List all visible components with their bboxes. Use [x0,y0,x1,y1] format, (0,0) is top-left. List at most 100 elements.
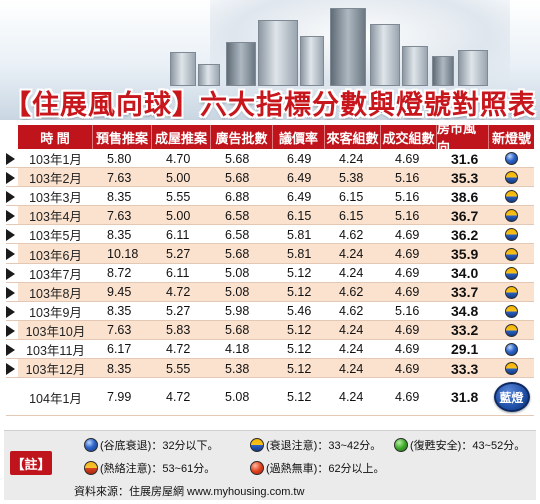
table-row: 103年12月 8.35 5.55 5.38 5.12 4.24 4.69 33.3 [6,359,534,379]
cell-ads: 5.08 [225,266,250,281]
cell-bargain: 6.49 [287,189,312,204]
row-divider [6,300,534,302]
cell-time: 103年10月 [25,324,86,339]
row-marker [6,305,15,318]
table-row: 103年6月 10.18 5.27 5.68 5.81 4.24 4.69 35.9 [6,244,534,264]
building [402,46,428,86]
cell-time: 103年5月 [29,229,82,244]
cell-signal: 藍燈 [489,378,534,416]
cell-bargain: 6.15 [287,208,312,223]
header-deals: 成交組數 [381,125,437,149]
cell-trend: 33.7 [451,284,479,301]
cell-visitors: 4.62 [339,285,364,300]
yellow-blue-light-icon [505,266,518,280]
cell-bargain: 5.12 [287,390,312,405]
cell-time: 103年6月 [29,248,82,263]
cell-bargain: 5.12 [287,361,312,376]
cell-trend: 29.1 [451,341,479,358]
cell-trend: 36.7 [451,207,479,224]
legend-label: (過熱無車)：62分以上。 [266,463,385,475]
cell-signal [489,225,534,244]
table-row: 104年1月 7.99 4.72 5.08 5.12 4.24 4.69 31.8 藍燈 [6,378,534,417]
legend: 【註】 (谷底衰退)：32分以下。 (衰退注意)：33~42分。 (復甦安全)：… [4,430,536,500]
title-wrap: 【住展風向球】六大指標分數與燈號對照表 [0,82,540,121]
row-marker [6,343,15,356]
cell-ads: 5.08 [225,390,250,405]
row-divider [6,319,534,321]
blue-light-icon [505,152,518,166]
row-divider [6,243,534,245]
yellow-blue-light-icon [505,190,518,204]
row-divider [6,281,534,283]
legend-label: (復甦安全)：43~52分。 [410,440,526,452]
cell-completed: 5.00 [166,170,191,185]
yellow-blue-light-icon [250,438,264,452]
cell-presale: 7.63 [107,323,132,338]
cell-ads: 6.88 [225,189,250,204]
cell-trend: 36.2 [451,226,479,243]
cell-time: 103年2月 [29,172,82,187]
cell-completed: 5.00 [166,208,191,223]
cell-presale: 8.72 [107,266,132,281]
row-divider [6,167,534,169]
cell-signal [489,359,534,378]
cell-completed: 4.72 [166,342,191,357]
score-table: 時 間 預售推案 成屋推案 廣告批數 議價率 來客組數 成交組數 房市風向 新燈… [6,121,534,417]
cell-time: 103年3月 [29,191,82,206]
cell-time: 103年4月 [29,210,82,225]
cell-bargain: 6.49 [287,170,312,185]
table-header: 時 間 預售推案 成屋推案 廣告批數 議價率 來客組數 成交組數 房市風向 新燈… [18,121,534,155]
cell-bargain: 5.12 [287,323,312,338]
cell-visitors: 6.15 [339,189,364,204]
cell-visitors: 4.62 [339,304,364,319]
table-row: 103年5月 8.35 6.11 6.58 5.81 4.62 4.69 36.2 [6,225,534,245]
cell-ads: 5.68 [225,323,250,338]
cell-visitors: 4.24 [339,390,364,405]
cell-time: 103年7月 [29,267,82,282]
cell-presale: 7.99 [107,390,132,405]
row-marker [6,153,15,165]
header-presale: 預售推案 [93,125,152,149]
building [198,64,220,86]
cell-completed: 4.72 [166,285,191,300]
cell-presale: 7.63 [107,208,132,223]
cell-completed: 5.27 [166,247,191,262]
cell-completed: 6.11 [166,227,190,242]
cell-time: 103年12月 [25,363,86,378]
cell-trend: 35.3 [451,169,479,186]
cell-bargain: 5.12 [287,266,312,281]
row-divider [6,205,534,207]
cell-time: 103年9月 [29,305,82,320]
row-marker [6,286,15,299]
legend-label: (熱絡注意)：53~61分。 [100,463,216,475]
yellow-blue-light-icon [505,247,518,261]
row-divider [6,262,534,264]
row-marker [6,210,15,223]
green-light-icon [394,438,408,452]
cell-deals: 5.16 [395,208,420,223]
cell-deals: 4.69 [395,151,420,166]
yellow-blue-light-icon [505,171,518,185]
legend-label: (谷底衰退)：32分以下。 [100,440,219,452]
yellow-blue-light-icon [505,362,518,376]
building [258,20,298,86]
cell-presale: 10.18 [107,247,139,262]
legend-item-yellow-red: (熱絡注意)：53~61分。 [84,460,215,476]
cell-deals: 4.69 [395,342,420,357]
building [330,8,366,86]
row-marker [6,172,15,185]
table-body: 103年1月 5.80 4.70 5.68 6.49 4.24 4.69 31.6 103年2月… [6,149,534,417]
blue-light-badge: 藍燈 [493,382,530,413]
cell-deals: 4.69 [395,247,420,262]
table-row: 103年1月 5.80 4.70 5.68 6.49 4.24 4.69 31.6 [6,149,534,169]
row-marker [6,267,15,280]
table-row: 103年3月 8.35 5.55 6.88 6.49 6.15 5.16 38.6 [6,187,534,207]
cell-time: 103年11月 [26,343,85,358]
cell-signal [489,168,534,187]
cell-trend: 35.9 [451,246,479,263]
row-divider [6,377,534,379]
cell-visitors: 4.24 [339,266,364,281]
cell-trend: 33.2 [451,322,479,339]
table-row: 103年7月 8.72 6.11 5.08 5.12 4.24 4.69 34.0 [6,263,534,283]
row-divider [6,338,534,340]
